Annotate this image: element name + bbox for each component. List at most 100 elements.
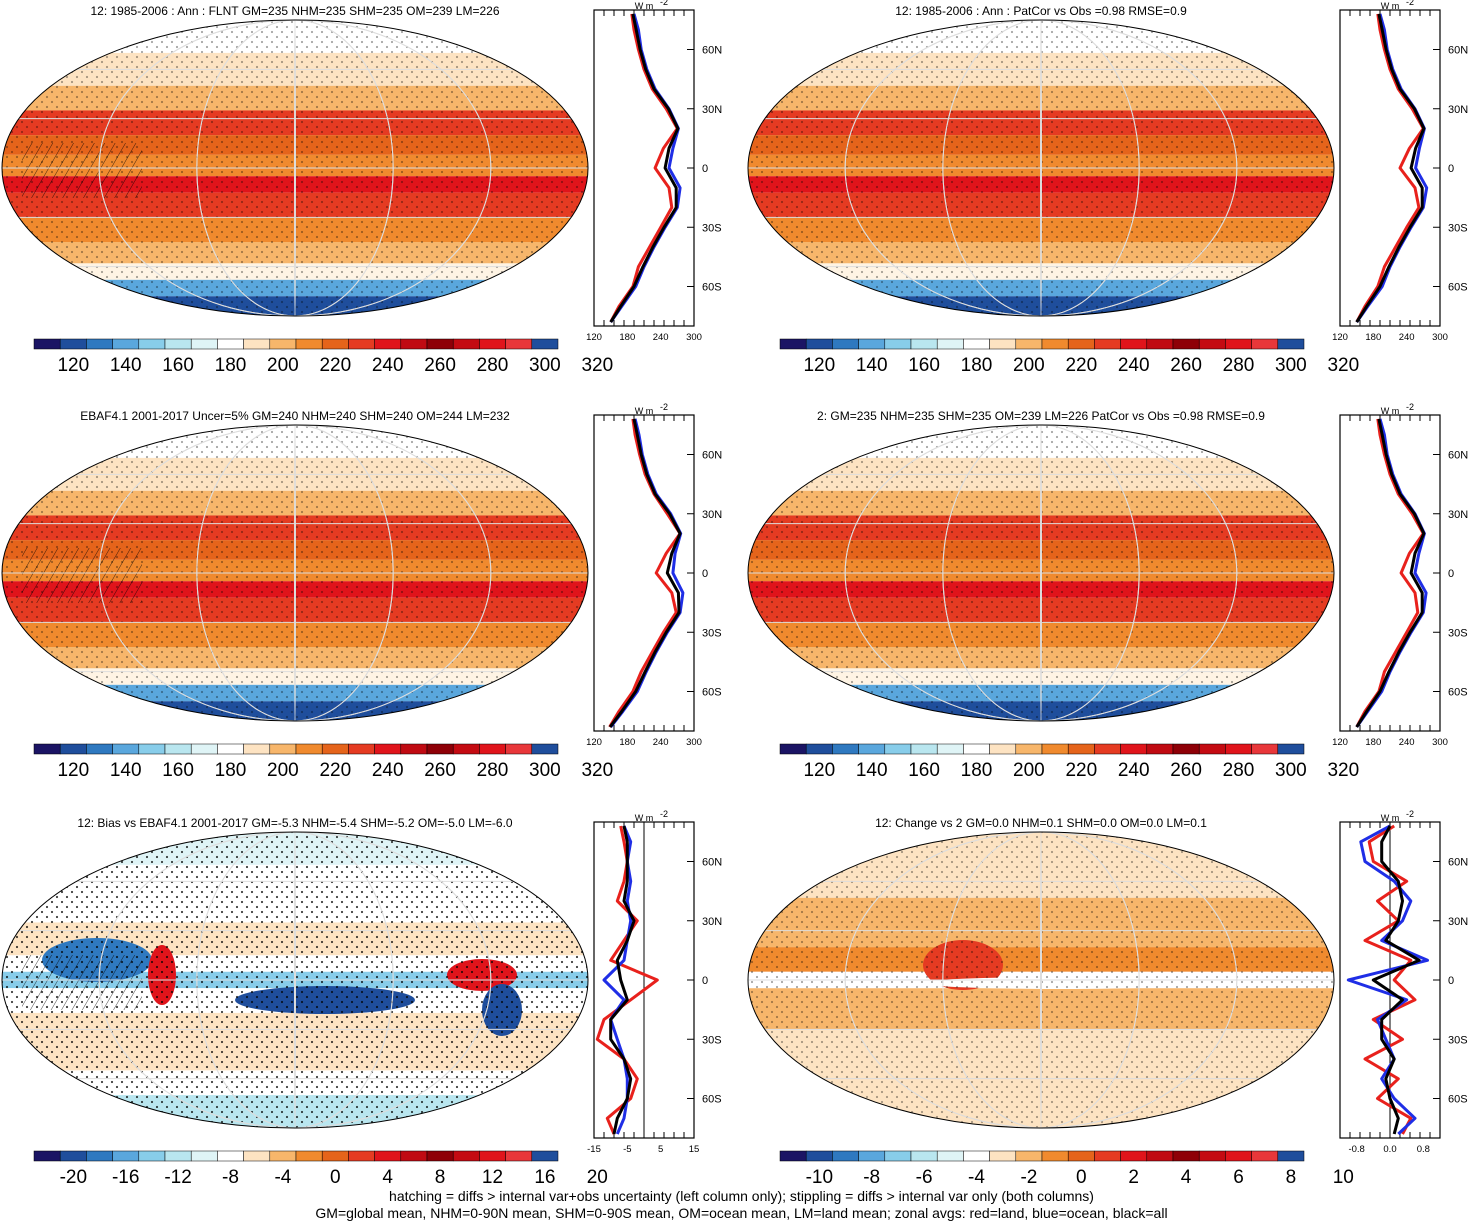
colorbar-swatch <box>112 743 140 755</box>
colorbar-label: -4 <box>968 1167 985 1188</box>
profile-unit: W m <box>1381 406 1400 416</box>
colorbar-swatch <box>348 743 375 755</box>
colorbar-swatch <box>1251 338 1279 350</box>
colorbar-label: 180 <box>961 760 993 781</box>
colorbar-label: 140 <box>110 760 142 781</box>
colorbar-swatch <box>805 743 833 755</box>
colorbar-swatch <box>832 338 859 350</box>
profile-x-label: 120 <box>1332 332 1348 343</box>
colorbar-swatch <box>1015 1150 1043 1162</box>
colorbar-swatch <box>59 338 87 350</box>
colorbar-label: -8 <box>222 1167 239 1188</box>
map <box>2 425 588 721</box>
colorbar-label: 200 <box>267 760 299 781</box>
colorbar-swatch <box>1225 1150 1252 1162</box>
profile-lat-label: 60S <box>702 1094 722 1106</box>
colorbar-swatch <box>374 1150 402 1162</box>
colorbar-swatch <box>1094 1150 1121 1162</box>
profile-line-land <box>1355 418 1425 728</box>
profile-lat-label: 60S <box>1448 282 1468 294</box>
hatching <box>22 955 142 1010</box>
profile-unit: W m <box>1381 1 1400 11</box>
colorbar-label: 120 <box>57 355 89 376</box>
colorbar-label: 260 <box>424 355 456 376</box>
profile-line-ocean <box>609 13 682 323</box>
colorbar-swatch <box>217 743 244 755</box>
colorbar-label: 320 <box>1327 355 1359 376</box>
panel-title: 2: GM=235 NHM=235 SHM=235 OM=239 LM=226 … <box>817 409 1265 423</box>
colorbar-swatch <box>1067 338 1095 350</box>
graticule-lon <box>196 832 394 1128</box>
colorbar-label: 140 <box>110 355 142 376</box>
colorbar-label: 260 <box>1170 760 1202 781</box>
profile-x-label: 5 <box>658 1144 663 1155</box>
panel-6: 12: Change vs 2 GM=0.0 NHM=0.1 SHM=0.0 O… <box>747 809 1468 1188</box>
colorbar-label: -8 <box>863 1167 880 1188</box>
colorbar-label: 220 <box>1065 355 1097 376</box>
colorbar-swatch <box>858 1150 886 1162</box>
colorbar-swatch <box>321 1150 349 1162</box>
colorbar-swatch <box>884 338 912 350</box>
profile-lat-label: 30S <box>1448 222 1468 234</box>
colorbar-swatch <box>1094 338 1121 350</box>
profile-line-ocean <box>1355 13 1429 323</box>
colorbar-label: -10 <box>806 1167 833 1188</box>
colorbar-swatch <box>243 743 271 755</box>
colorbar-label: 300 <box>529 760 561 781</box>
profile-x-label: 240 <box>1399 737 1415 748</box>
colorbar-label: 4 <box>382 1167 393 1188</box>
map <box>2 832 588 1128</box>
colorbar-swatch <box>1251 1150 1279 1162</box>
profile-unit-exponent: -2 <box>1406 809 1414 819</box>
profile-lat-label: 30S <box>702 627 722 639</box>
colorbar-label: -6 <box>916 1167 933 1188</box>
colorbar-swatch <box>86 743 113 755</box>
zonal-profile: W m -2 60N 30N 0 30S 60S -15 -5 5 15 <box>587 809 722 1155</box>
colorbar-swatch <box>243 1150 271 1162</box>
colorbar-swatch <box>190 338 218 350</box>
colorbar-swatch <box>1146 743 1174 755</box>
colorbar-swatch <box>910 743 938 755</box>
colorbar-label: 120 <box>57 760 89 781</box>
colorbar-swatch <box>1041 338 1069 350</box>
colorbar-swatch <box>374 338 402 350</box>
colorbar-swatch <box>910 1150 938 1162</box>
panel-title: 12: Change vs 2 GM=0.0 NHM=0.1 SHM=0.0 O… <box>875 816 1207 830</box>
colorbar-swatch <box>936 1150 964 1162</box>
colorbar-label: 160 <box>162 355 194 376</box>
panel-title: 12: 1985-2006 : Ann : PatCor vs Obs =0.9… <box>895 4 1187 18</box>
map <box>748 425 1334 721</box>
profile-lat-label: 60S <box>1448 1094 1468 1106</box>
colorbar-swatch <box>936 338 964 350</box>
graticule-lon <box>1040 832 1042 1128</box>
colorbar-swatch <box>138 1150 166 1162</box>
zonal-profile: W m -2 60N 30N 0 30S 60S 120 180 240 300 <box>586 402 722 748</box>
map <box>748 20 1334 316</box>
colorbar-swatch <box>33 1150 61 1162</box>
profile-lat-label: 30N <box>1448 916 1468 928</box>
colorbar-swatch <box>426 1150 454 1162</box>
colorbar-label: 280 <box>477 760 509 781</box>
graticule-lon <box>942 20 1140 316</box>
colorbar-swatch <box>295 338 323 350</box>
profile-lat-label: 0 <box>702 975 708 987</box>
profile-lat-label: 60N <box>702 450 722 462</box>
colorbar-label: 2 <box>1128 1167 1139 1188</box>
colorbar-swatch <box>452 338 480 350</box>
colorbar-label: 320 <box>581 355 613 376</box>
colorbar-swatch <box>400 338 428 350</box>
profile-x-label: -5 <box>623 1144 631 1155</box>
colorbar-swatch <box>59 1150 87 1162</box>
colorbar-label: 300 <box>1275 355 1307 376</box>
colorbar-label: -12 <box>164 1167 191 1188</box>
colorbar-swatch <box>936 743 964 755</box>
profile-lat-label: 30S <box>702 222 722 234</box>
colorbar-swatch <box>1041 743 1069 755</box>
profile-line-all <box>609 825 636 1135</box>
profile-lat-label: 60S <box>702 687 722 699</box>
colorbar-swatch <box>1146 1150 1174 1162</box>
graticule-lon <box>196 20 394 316</box>
colorbar-swatch <box>1067 1150 1095 1162</box>
colorbar-swatch <box>1277 1150 1305 1162</box>
